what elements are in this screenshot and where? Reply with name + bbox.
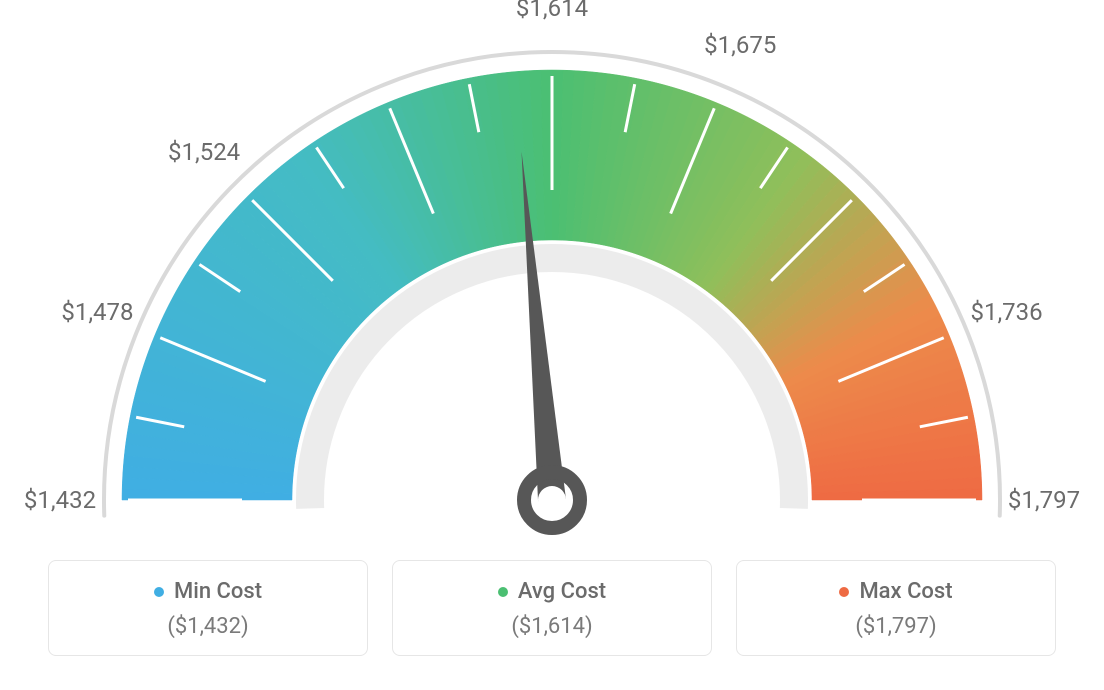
legend-max-label: Max Cost bbox=[859, 579, 952, 604]
legend-avg-label: Avg Cost bbox=[518, 579, 606, 604]
gauge-svg bbox=[0, 0, 1104, 560]
dot-min bbox=[154, 587, 164, 597]
legend-avg-title: Avg Cost bbox=[498, 579, 606, 604]
gauge-tick-label: $1,524 bbox=[168, 138, 240, 166]
legend-card-max: Max Cost ($1,797) bbox=[736, 560, 1056, 656]
legend-avg-value: ($1,614) bbox=[405, 614, 699, 639]
legend-max-title: Max Cost bbox=[839, 579, 952, 604]
chart-container: $1,432 $1,478 $1,524 $1,614 $1,675 $1,736 $1,7… bbox=[0, 0, 1104, 690]
legend-min-value: ($1,432) bbox=[61, 614, 355, 639]
gauge: $1,432 $1,478 $1,524 $1,614 $1,675 $1,736 $1,7… bbox=[0, 0, 1104, 560]
legend-max-value: ($1,797) bbox=[749, 614, 1043, 639]
dot-max bbox=[839, 587, 849, 597]
gauge-tick-label: $1,736 bbox=[970, 298, 1042, 326]
gauge-tick-label: $1,432 bbox=[24, 486, 96, 514]
gauge-tick-label: $1,478 bbox=[61, 298, 133, 326]
dot-avg bbox=[498, 587, 508, 597]
legend-min-title: Min Cost bbox=[154, 579, 262, 604]
legend-row: Min Cost ($1,432) Avg Cost ($1,614) Max … bbox=[0, 560, 1104, 656]
legend-card-min: Min Cost ($1,432) bbox=[48, 560, 368, 656]
gauge-tick-label: $1,675 bbox=[704, 31, 776, 59]
gauge-tick-label: $1,614 bbox=[516, 0, 588, 22]
legend-min-label: Min Cost bbox=[174, 579, 262, 604]
legend-card-avg: Avg Cost ($1,614) bbox=[392, 560, 712, 656]
gauge-tick-label: $1,797 bbox=[1008, 486, 1080, 514]
